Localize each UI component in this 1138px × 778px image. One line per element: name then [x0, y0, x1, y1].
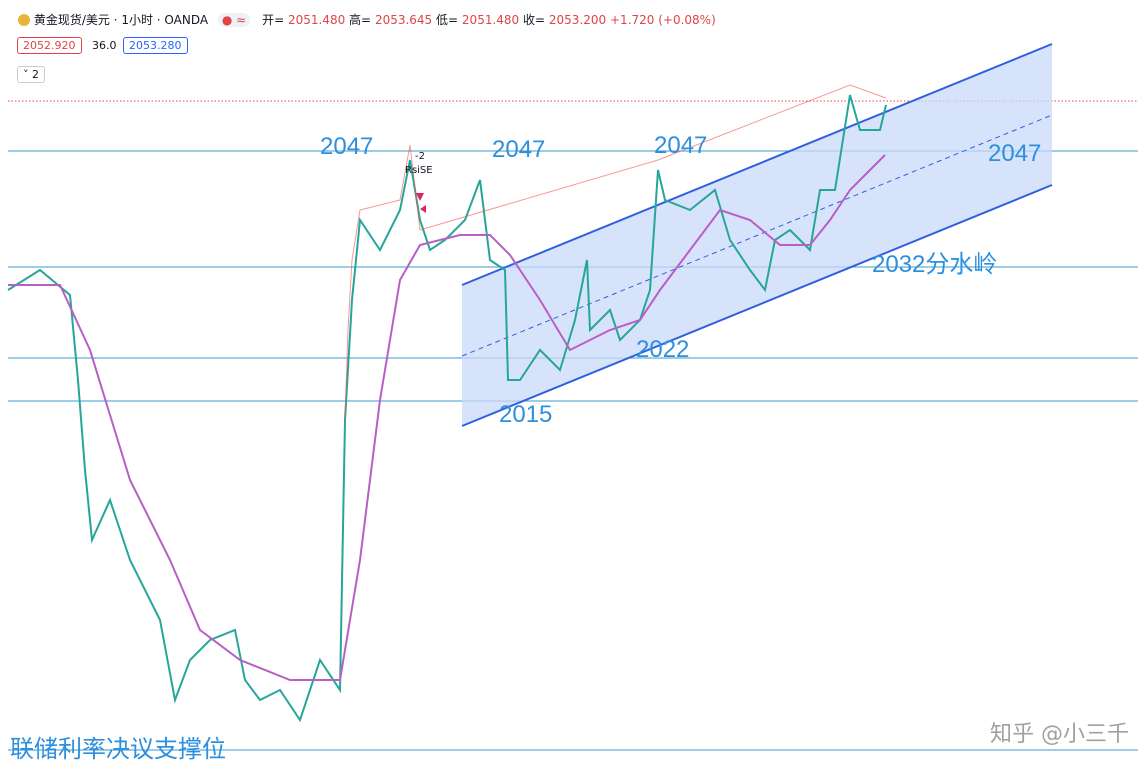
- open-value: 2051.480: [287, 13, 346, 27]
- watermark: 知乎 @小三千: [990, 722, 1129, 747]
- change: +1.720 (+0.08%): [610, 13, 716, 27]
- low: 低=: [436, 13, 459, 27]
- annotation: 2047: [654, 132, 707, 159]
- spread: 36.0: [92, 39, 117, 52]
- channel-mid: [461, 114, 1053, 357]
- moving-average: [8, 154, 886, 681]
- high: 高=: [349, 13, 372, 27]
- annotation: 2015: [499, 401, 552, 428]
- close-value: 2053.200: [548, 13, 607, 27]
- open: 开=: [262, 13, 285, 27]
- high-value: 2053.645: [374, 13, 433, 27]
- bid-button[interactable]: 2052.920: [17, 37, 82, 54]
- status-badge[interactable]: ● ≈: [217, 13, 251, 27]
- indicator-toggle[interactable]: ˅ 2: [17, 66, 45, 83]
- price-wicks: [344, 84, 887, 421]
- symbol: 黄金现货/美元 · 1小时 · OANDA: [33, 13, 209, 27]
- close: 收=: [523, 13, 546, 27]
- signal-arrow: [416, 193, 424, 201]
- ask-button[interactable]: 2053.280: [123, 37, 188, 54]
- annotation: 2032分水岭: [872, 251, 997, 278]
- annotation: 2047: [320, 133, 373, 160]
- header: 黄金现货/美元 · 1小时 · OANDA ● ≈ 开= 2051.480 高=…: [18, 11, 716, 28]
- annotation: 2022: [636, 336, 689, 363]
- signal-label: -2: [415, 151, 425, 162]
- annotation: 2047: [492, 136, 545, 163]
- channel-lower: [461, 184, 1053, 427]
- indicator-count: 2: [32, 68, 39, 81]
- signal-label: RsiSE: [405, 165, 433, 176]
- annotation: 联储利率决议支撑位: [10, 736, 226, 763]
- price-path: [7, 94, 887, 723]
- annotation: 2047: [988, 140, 1041, 167]
- ohlc: 开= 2051.480 高= 2053.645 低= 2051.480 收= 2…: [262, 13, 716, 27]
- low-value: 2051.480: [461, 13, 520, 27]
- signal-arrow: [420, 205, 426, 213]
- channel-upper: [461, 43, 1053, 286]
